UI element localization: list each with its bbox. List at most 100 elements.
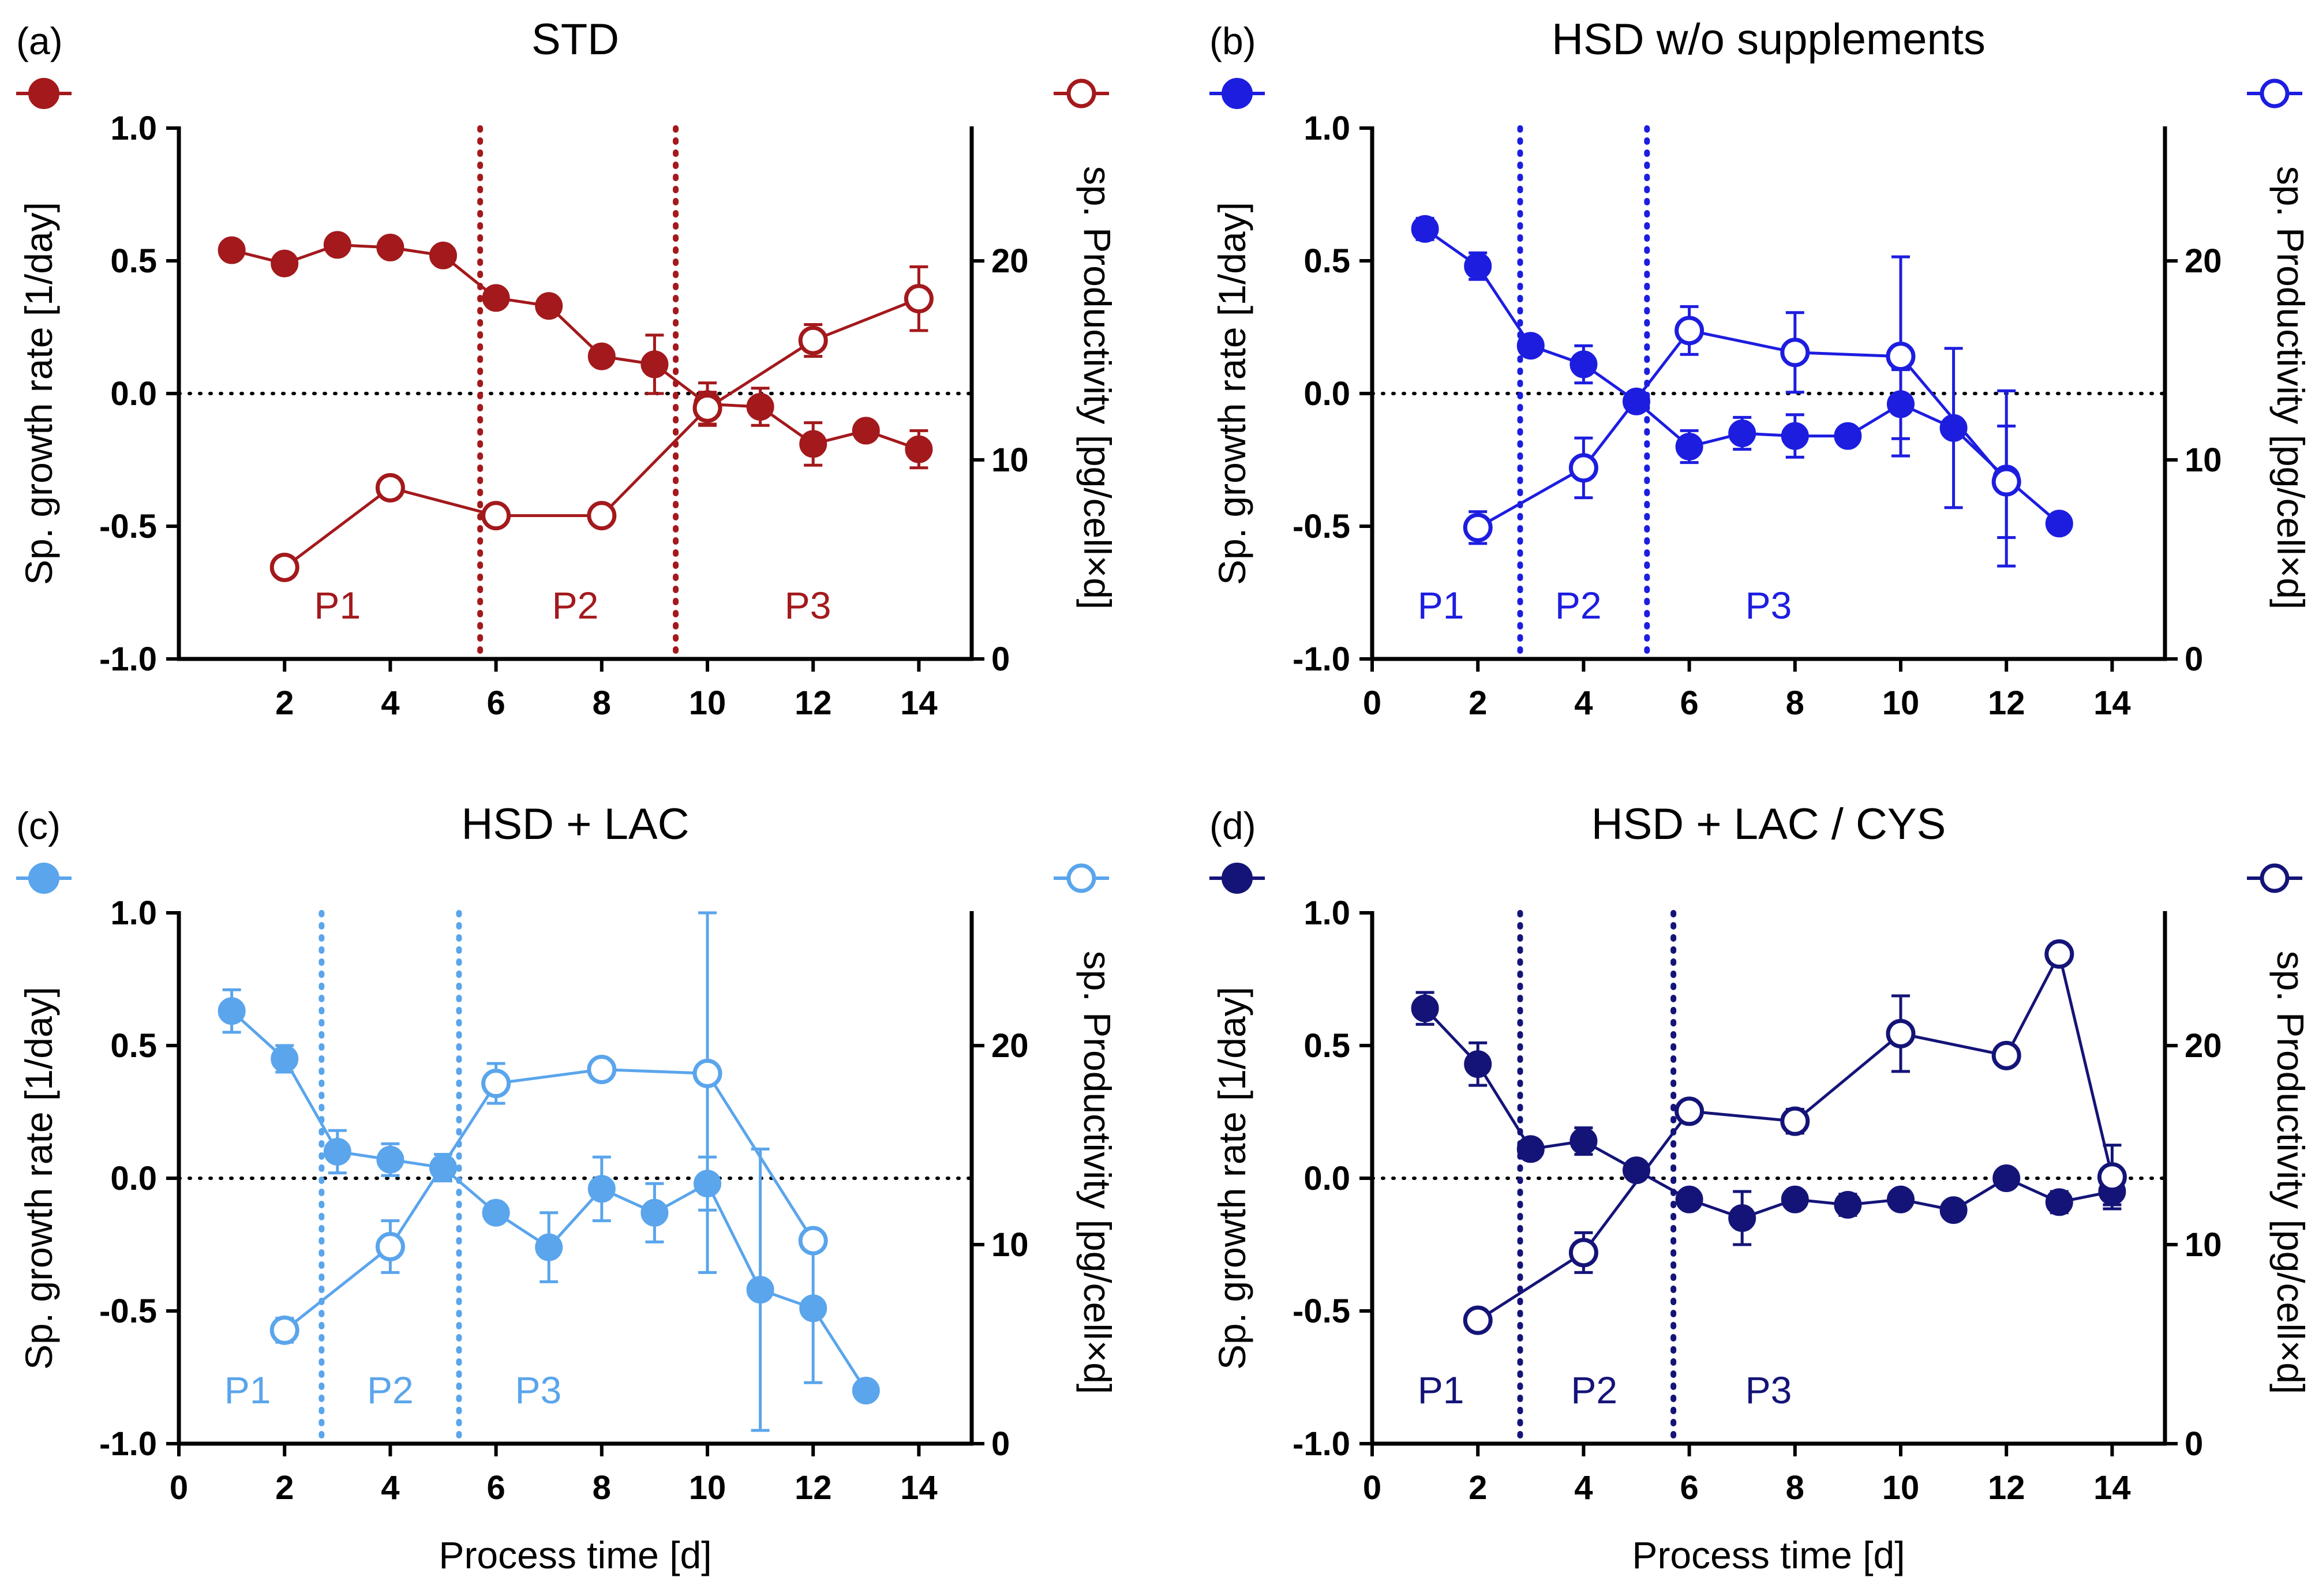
data-point-open	[1780, 1106, 1810, 1136]
x-tick-label: 6	[486, 684, 505, 722]
series-growth-rate	[1411, 215, 2073, 568]
data-point-open	[481, 501, 511, 531]
legend-filled-marker	[1222, 78, 1253, 109]
series-growth-rate	[218, 231, 933, 470]
phase-label: P3	[1745, 584, 1792, 627]
y-tick-label: -1.0	[1293, 640, 1350, 678]
x-tick-label: 14	[900, 1469, 938, 1507]
data-point-filled	[1728, 1204, 1756, 1232]
x-tick-label: 12	[795, 684, 832, 722]
chart-title: HSD w/o supplements	[1552, 15, 1986, 64]
x-tick-label: 8	[1786, 684, 1804, 722]
y-axis-label: Sp. growth rate [1/day]	[17, 202, 60, 585]
y2-tick-label: 10	[991, 441, 1029, 479]
phase-label: P2	[367, 1369, 414, 1411]
y-tick-label: 0.5	[1303, 242, 1350, 280]
y2-tick-label: 0	[2185, 1425, 2203, 1463]
data-point-filled	[1464, 1050, 1492, 1078]
series-line	[283, 1067, 815, 1332]
panel-letter: (b)	[1209, 20, 1256, 62]
data-point-open	[1991, 1040, 2021, 1070]
y-tick-label: 1.0	[1303, 110, 1350, 147]
data-point-filled	[1675, 1185, 1703, 1213]
phase-label: P3	[1745, 1369, 1792, 1411]
x-tick-label: 10	[1882, 1469, 1920, 1507]
legend-growth-rate	[16, 78, 72, 109]
y2-tick-label: 10	[2185, 441, 2222, 479]
chart-title: HSD + LAC / CYS	[1591, 800, 1946, 849]
data-point-filled	[1939, 1196, 1968, 1224]
data-point-open	[1886, 1018, 1916, 1048]
x-tick-label: 4	[1574, 1469, 1593, 1507]
data-point-filled	[1411, 215, 1439, 243]
y2-tick-label: 0	[991, 1425, 1010, 1463]
data-point-filled	[1781, 422, 1809, 450]
x-tick-label: 4	[381, 684, 399, 722]
data-point-filled	[1834, 1191, 1862, 1219]
x-axis-label: Process time [d]	[1632, 1534, 1905, 1576]
data-point-filled	[1569, 350, 1598, 379]
data-point-filled	[1939, 414, 1968, 442]
data-point-filled	[2045, 509, 2073, 538]
y-tick-label: 0.5	[1303, 1027, 1350, 1065]
data-point-open	[1568, 1238, 1598, 1268]
panels: (a) STD P1 P2 P3 2 4 6 8 10 12 14 -1.0 -0.5 0.0 0.5 1.0 0…	[16, 15, 2312, 1576]
data-point-filled	[2045, 1188, 2073, 1216]
phase-label: P1	[1418, 1369, 1464, 1411]
x-tick-label: 10	[689, 1469, 726, 1507]
legend-growth-rate	[16, 863, 72, 894]
data-point-filled	[640, 1198, 669, 1227]
y-tick-label: 1.0	[110, 110, 157, 147]
data-point-filled	[852, 417, 880, 445]
phase-label: P3	[515, 1369, 562, 1411]
panel-letter: (d)	[1209, 804, 1256, 847]
data-point-filled	[218, 997, 246, 1025]
x-tick-label: 14	[2093, 684, 2131, 722]
y-tick-label: 0.0	[110, 1160, 157, 1197]
data-point-open	[375, 473, 405, 503]
series-productivity	[269, 911, 828, 1345]
y-axis-label: Sp. growth rate [1/day]	[17, 987, 60, 1370]
y-axis-label: Sp. growth rate [1/day]	[1211, 987, 1253, 1370]
data-point-open	[1568, 453, 1598, 483]
data-point-filled	[799, 430, 827, 458]
series-line	[1477, 329, 2008, 529]
legend-filled-marker	[1222, 863, 1253, 894]
legend-open-marker	[2260, 78, 2290, 108]
data-point-open	[1675, 1096, 1705, 1126]
data-point-open	[798, 1226, 828, 1256]
data-point-open	[1463, 1305, 1493, 1335]
x-tick-label: 0	[1363, 684, 1381, 722]
legend-open-marker	[1066, 78, 1096, 108]
data-point-open	[269, 1315, 299, 1345]
phase-label: P2	[1555, 584, 1602, 627]
data-point-open	[692, 1058, 722, 1088]
legend-growth-rate	[1209, 78, 1265, 109]
data-point-filled	[482, 284, 510, 312]
legend-productivity	[2247, 78, 2302, 108]
data-point-filled	[1675, 433, 1703, 460]
y2-axis-label: sp. Productivity [pg/cell×d]	[1076, 951, 1119, 1395]
data-point-filled	[535, 1233, 563, 1261]
x-tick-label: 4	[381, 1469, 399, 1507]
x-tick-label: 2	[1469, 1469, 1487, 1507]
data-point-filled	[271, 1045, 299, 1073]
y2-tick-label: 0	[991, 640, 1010, 678]
data-point-filled	[1516, 332, 1545, 360]
data-point-open	[692, 393, 722, 423]
y-tick-label: 1.0	[1303, 894, 1350, 932]
y-tick-label: 0.5	[110, 242, 157, 280]
y2-axis-label: sp. Productivity [pg/cell×d]	[2269, 951, 2312, 1395]
x-tick-label: 10	[689, 684, 726, 722]
x-tick-label: 12	[795, 1469, 832, 1507]
data-point-open	[1780, 338, 1810, 368]
x-tick-label: 0	[1363, 1469, 1381, 1507]
data-point-open	[2044, 939, 2074, 969]
data-point-filled	[587, 342, 616, 370]
y-tick-label: 0.0	[1303, 375, 1350, 413]
legend-productivity	[1054, 78, 1109, 108]
data-point-filled	[482, 1198, 510, 1227]
phase-label: P1	[224, 1369, 271, 1411]
data-point-filled	[1887, 1185, 1915, 1213]
y2-tick-label: 10	[2185, 1226, 2222, 1264]
